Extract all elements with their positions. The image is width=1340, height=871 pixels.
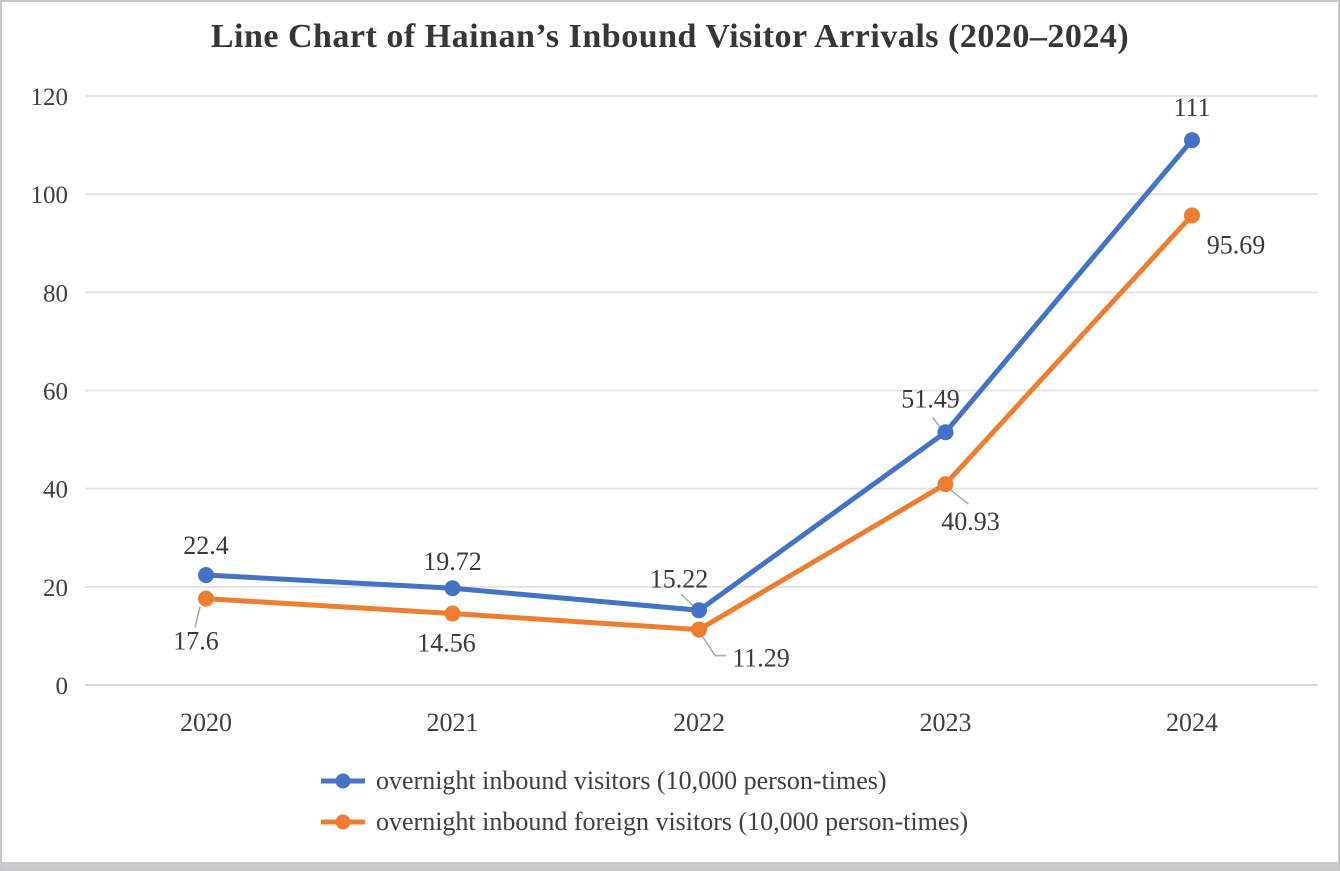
legend-label: overnight inbound visitors (10,000 perso… bbox=[376, 766, 887, 795]
data-point-marker bbox=[691, 621, 707, 638]
data-point-marker bbox=[691, 602, 707, 619]
legend-item-overnight-inbound-foreign-visitors: overnight inbound foreign visitors (10,0… bbox=[320, 807, 968, 837]
legend-item-overnight-inbound-visitors: overnight inbound visitors (10,000 perso… bbox=[320, 766, 887, 796]
y-tick-label: 120 bbox=[31, 84, 69, 111]
data-label-leader-line bbox=[949, 488, 969, 505]
data-label: 15.22 bbox=[650, 564, 709, 593]
data-point-marker bbox=[198, 590, 214, 607]
data-point-marker bbox=[1184, 207, 1200, 224]
data-label: 17.6 bbox=[173, 627, 219, 656]
y-tick-label: 100 bbox=[31, 182, 69, 209]
data-label: 14.56 bbox=[417, 629, 476, 658]
legend-line-marker-icon bbox=[321, 773, 365, 789]
x-tick-label: 2022 bbox=[673, 708, 725, 737]
y-tick-label: 60 bbox=[43, 379, 68, 406]
data-label: 19.72 bbox=[423, 547, 482, 576]
y-tick-label: 40 bbox=[43, 477, 68, 504]
data-label-leader-line bbox=[194, 606, 201, 628]
data-point-marker bbox=[1184, 132, 1200, 149]
y-tick-label: 80 bbox=[43, 280, 68, 307]
data-point-marker bbox=[937, 424, 954, 441]
data-label: 95.69 bbox=[1207, 230, 1266, 259]
data-point-marker bbox=[937, 476, 954, 493]
data-point-marker bbox=[198, 567, 214, 584]
window-bottom-bar bbox=[2, 862, 1338, 869]
x-tick-label: 2020 bbox=[180, 708, 232, 737]
data-label: 40.93 bbox=[941, 507, 1000, 536]
x-tick-label: 2021 bbox=[427, 708, 479, 737]
y-tick-label: 20 bbox=[43, 575, 68, 602]
data-label: 22.4 bbox=[183, 531, 229, 560]
x-tick-label: 2024 bbox=[1166, 708, 1218, 737]
legend-line-marker-icon bbox=[321, 814, 365, 830]
chart-legend: overnight inbound visitors (10,000 perso… bbox=[320, 766, 968, 837]
data-label: 111 bbox=[1173, 93, 1210, 122]
data-label-leader-line bbox=[701, 635, 726, 657]
x-tick-label: 2023 bbox=[920, 708, 972, 737]
legend-label: overnight inbound foreign visitors (10,0… bbox=[376, 807, 969, 836]
data-point-marker bbox=[444, 580, 461, 597]
data-label: 51.49 bbox=[901, 384, 960, 413]
data-label: 11.29 bbox=[732, 644, 790, 673]
chart-title: Line Chart of Hainan’s Inbound Visitor A… bbox=[210, 18, 1130, 55]
y-tick-label: 0 bbox=[56, 673, 69, 700]
data-point-marker bbox=[444, 605, 461, 622]
